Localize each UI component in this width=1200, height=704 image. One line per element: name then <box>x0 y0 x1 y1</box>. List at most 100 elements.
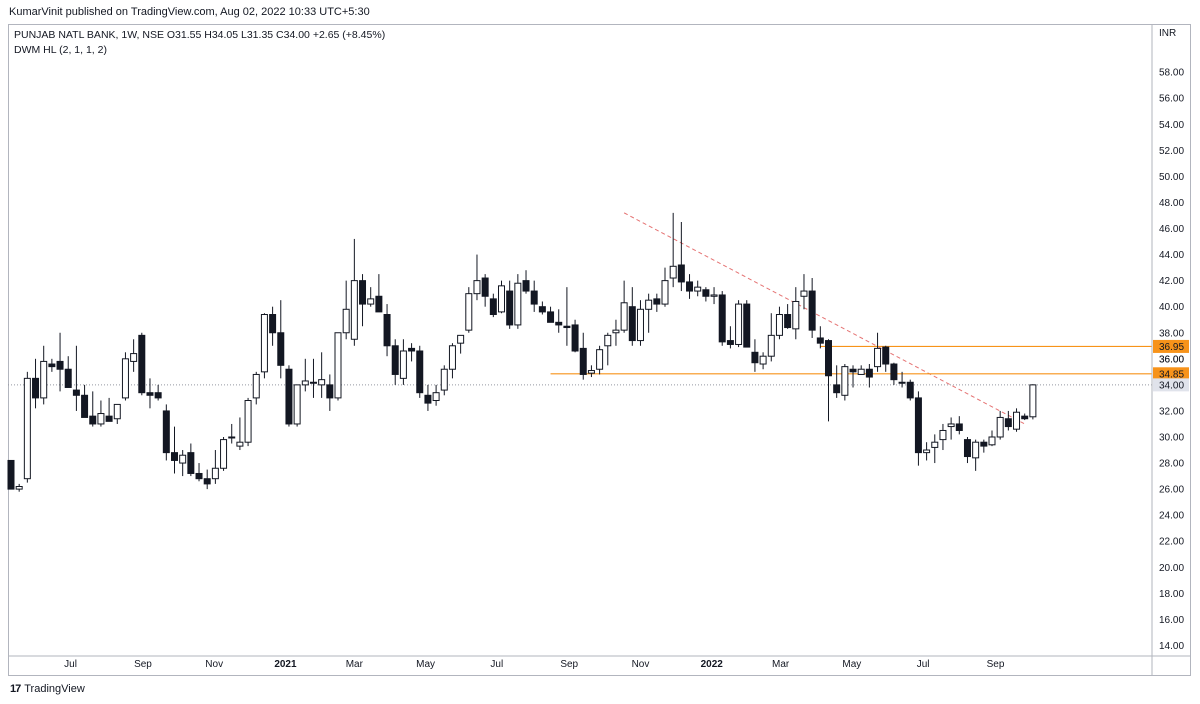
candle-body-down <box>547 311 555 323</box>
y-tick-label: 54.00 <box>1159 120 1184 131</box>
candle <box>735 300 743 348</box>
candle-body-up <box>318 379 326 386</box>
candle <box>547 306 555 323</box>
candle <box>228 423 236 444</box>
candle <box>726 326 734 349</box>
x-tick-label: Nov <box>632 659 650 670</box>
candle <box>130 339 138 372</box>
candle-body-down <box>677 264 685 283</box>
candle-body-down <box>906 381 914 399</box>
candle <box>645 293 653 333</box>
price-axis[interactable]: INR 14.00 16.00 18.00 20.00 22.00 24.00 26.00 2… <box>1151 24 1184 676</box>
candle-body-up <box>399 350 407 379</box>
candle-body-up <box>113 403 121 420</box>
candle <box>751 339 759 372</box>
level-lines-layer <box>550 345 1152 375</box>
level-price-tag: 34.85 <box>1159 369 1184 380</box>
candle-body-up <box>244 400 252 443</box>
publish-attribution: KumarVinit published on TradingView.com,… <box>9 6 370 18</box>
candle <box>759 352 767 370</box>
chart-legend: PUNJAB NATL BANK, 1W, NSE O31.55 H34.05 … <box>14 28 385 58</box>
candle-body-down <box>171 452 178 461</box>
candle <box>923 442 931 461</box>
candle-body-up <box>457 334 465 344</box>
candle <box>677 221 685 292</box>
candle <box>587 365 595 378</box>
y-tick-label: 38.00 <box>1159 328 1184 339</box>
descending-trendline[interactable] <box>623 212 1025 425</box>
level-price-tag: 36.95 <box>1159 342 1184 353</box>
time-axis[interactable]: Jul Sep Nov 2021 Mar May Jul Sep Nov 2022 Mar May Ju… <box>8 655 1191 670</box>
candle <box>342 280 350 340</box>
tradingview-brand[interactable]: 17 TradingView <box>10 683 85 695</box>
candle-body-down <box>269 314 277 334</box>
x-tick-label: 2021 <box>274 659 297 670</box>
candle-body-down <box>522 280 530 292</box>
candle <box>203 469 211 490</box>
candle-body-down <box>383 314 391 347</box>
candle <box>988 430 996 447</box>
candle-body-down <box>481 277 489 297</box>
candle <box>522 270 530 294</box>
candle <box>48 358 56 372</box>
y-tick-label: 28.00 <box>1159 459 1184 470</box>
candle-body-down <box>277 332 285 366</box>
y-tick-label: 36.00 <box>1159 354 1184 365</box>
candle <box>81 384 89 418</box>
candle-body-up <box>767 334 775 357</box>
candle <box>1004 410 1012 431</box>
x-tick-label: May <box>842 659 861 670</box>
candle-body-up <box>252 373 260 399</box>
candle <box>375 274 383 313</box>
candle <box>906 379 914 401</box>
candle-body-down <box>702 289 710 297</box>
candles-layer <box>7 212 1037 492</box>
candle <box>113 403 121 424</box>
candle-body-down <box>424 394 432 404</box>
level-price-tag-bg <box>1153 339 1189 353</box>
candle-body-up <box>923 449 931 454</box>
candle <box>628 287 636 346</box>
candle <box>579 332 587 380</box>
candle <box>775 306 783 340</box>
candle-body-down <box>686 281 694 292</box>
candle-body-down <box>285 368 293 425</box>
candle <box>661 267 669 307</box>
x-tick-label: May <box>416 659 435 670</box>
candle <box>326 374 334 411</box>
candle <box>914 391 922 466</box>
y-tick-label: 40.00 <box>1159 302 1184 313</box>
candle <box>555 309 563 333</box>
candle-body-up <box>857 368 865 375</box>
candle <box>448 343 456 379</box>
candle <box>121 352 129 401</box>
candle <box>1029 384 1037 420</box>
candle <box>890 362 898 385</box>
candle-body-down <box>1021 415 1029 420</box>
y-tick-label: 48.00 <box>1159 198 1184 209</box>
candle <box>64 356 72 388</box>
candle-body-down <box>530 290 538 305</box>
candle-body-down <box>963 439 971 458</box>
candle <box>857 365 865 375</box>
candle-body-down <box>955 423 963 431</box>
candle-body-down <box>743 303 751 348</box>
candle <box>179 450 187 477</box>
level-price-tag-bg <box>1153 367 1189 381</box>
candle <box>318 352 326 398</box>
candle-body-down <box>187 452 195 474</box>
candle-body-up <box>775 314 783 336</box>
candle-body-down <box>89 415 97 425</box>
candle <box>865 364 873 388</box>
candle <box>538 301 546 315</box>
candle-body-up <box>596 349 604 370</box>
tradingview-logo-icon: 17 <box>10 683 21 695</box>
candle <box>56 332 64 392</box>
x-tick-label: 2022 <box>701 659 724 670</box>
candle-body-down <box>506 290 514 326</box>
candle-body-up <box>645 299 653 310</box>
candle <box>931 434 939 464</box>
candle <box>424 384 432 411</box>
candle-body-up <box>636 308 644 342</box>
